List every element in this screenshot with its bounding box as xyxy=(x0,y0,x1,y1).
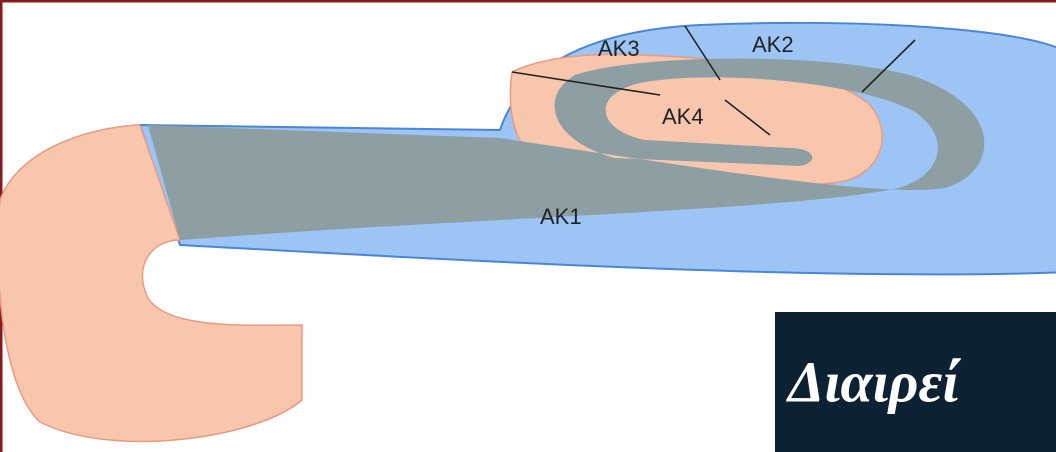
banner: Διαιρεί xyxy=(775,312,1056,452)
label: AK4 xyxy=(662,104,704,129)
divider xyxy=(684,25,721,81)
hook xyxy=(0,124,303,443)
cochlea-diagram: AK1 AK2 AK3 AK4 xyxy=(0,21,1056,443)
divider xyxy=(861,39,916,93)
divider xyxy=(511,71,661,96)
grey-band xyxy=(148,58,985,240)
label: AK3 xyxy=(598,36,640,61)
banner-text: Διαιρεί xyxy=(786,349,961,414)
divider xyxy=(724,99,771,136)
label: AK2 xyxy=(752,32,794,57)
label: AK1 xyxy=(540,204,582,229)
banner-box xyxy=(775,312,1056,452)
division-lines xyxy=(511,25,916,136)
